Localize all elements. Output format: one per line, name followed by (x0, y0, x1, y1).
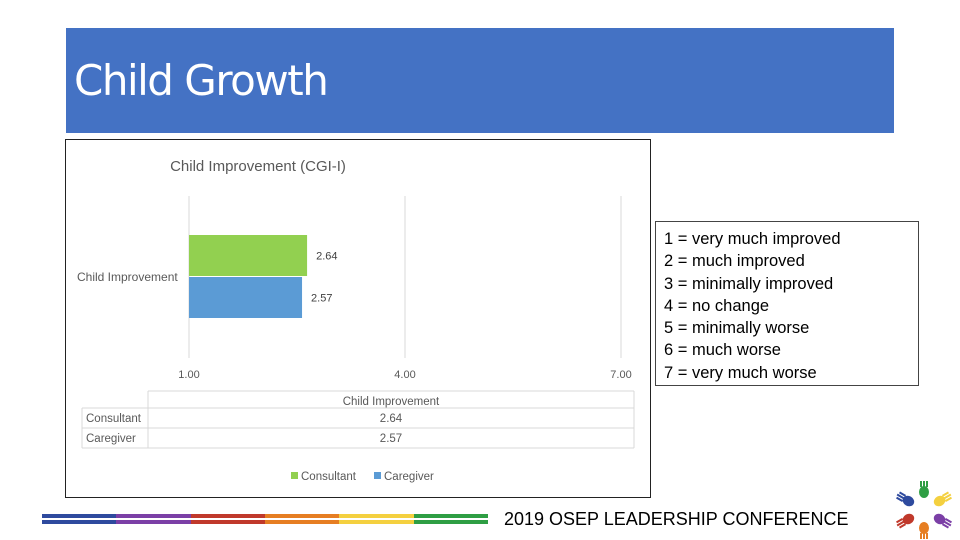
hand-shape (919, 481, 929, 498)
hand-shape (896, 491, 915, 507)
table-row-value: 2.57 (380, 433, 402, 445)
hand-shape (919, 522, 929, 539)
footer-bar-segment (265, 514, 340, 518)
legend-label-caregiver: Caregiver (384, 471, 434, 483)
footer-bar-segment (116, 514, 191, 518)
category-label: Child Improvement (77, 270, 178, 284)
scale-legend-box: 1 = very much improved 2 = much improved 3… (655, 221, 919, 386)
scale-legend-item: 6 = much worse (664, 341, 781, 360)
footer-bar-segment (413, 514, 488, 518)
footer-bar-segment (190, 514, 265, 518)
table-row-label: Caregiver (86, 433, 136, 445)
footer-bar-segment (190, 520, 265, 524)
chart-frame: Child Improvement (CGI-I) 1.00 4.00 7.00 Ch… (65, 139, 651, 498)
bar-consultant (189, 235, 308, 276)
scale-legend-item: 4 = no change (664, 296, 770, 315)
hands-logo-icon (896, 481, 952, 539)
chart-title: Child Improvement (CGI-I) (170, 158, 346, 175)
x-tick-label: 4.00 (394, 369, 415, 381)
legend-label-consultant: Consultant (301, 471, 357, 483)
footer-bar-segment (42, 514, 117, 518)
footer-bar-segment (265, 520, 340, 524)
bar-caregiver (189, 277, 303, 318)
chart-svg: Child Improvement (CGI-I) 1.00 4.00 7.00 Ch… (77, 158, 635, 483)
x-tick-label: 1.00 (178, 369, 199, 381)
table-row-value: 2.64 (380, 413, 403, 425)
table-header: Child Improvement (343, 396, 440, 408)
footer-bar-segment (339, 520, 414, 524)
x-tick-label: 7.00 (610, 369, 631, 381)
hand-shape (896, 513, 915, 529)
footer-bar-segment (339, 514, 414, 518)
slide-title: Child Growth (74, 56, 329, 105)
legend-swatch-caregiver (374, 472, 381, 479)
scale-legend-item: 1 = very much improved (664, 230, 841, 248)
footer-bar-segment (116, 520, 191, 524)
footer-color-bars (42, 514, 488, 526)
scale-legend-item: 2 = much improved (664, 252, 805, 271)
footer-bar-segment (413, 520, 488, 524)
table-row-label: Consultant (86, 413, 142, 425)
conference-name: 2019 OSEP LEADERSHIP CONFERENCE (504, 509, 849, 529)
scale-legend-item: 7 = very much worse (664, 363, 817, 382)
bar-value-label: 2.57 (311, 293, 332, 305)
hand-shape (933, 491, 952, 507)
scale-legend-item: 5 = minimally worse (664, 319, 810, 338)
title-banner: Child Growth (66, 28, 894, 133)
scale-legend-item: 3 = minimally improved (664, 274, 834, 293)
bar-value-label: 2.64 (316, 251, 337, 263)
footer-bar-segment (42, 520, 117, 524)
legend-swatch-consultant (291, 472, 298, 479)
hand-shape (933, 513, 952, 529)
